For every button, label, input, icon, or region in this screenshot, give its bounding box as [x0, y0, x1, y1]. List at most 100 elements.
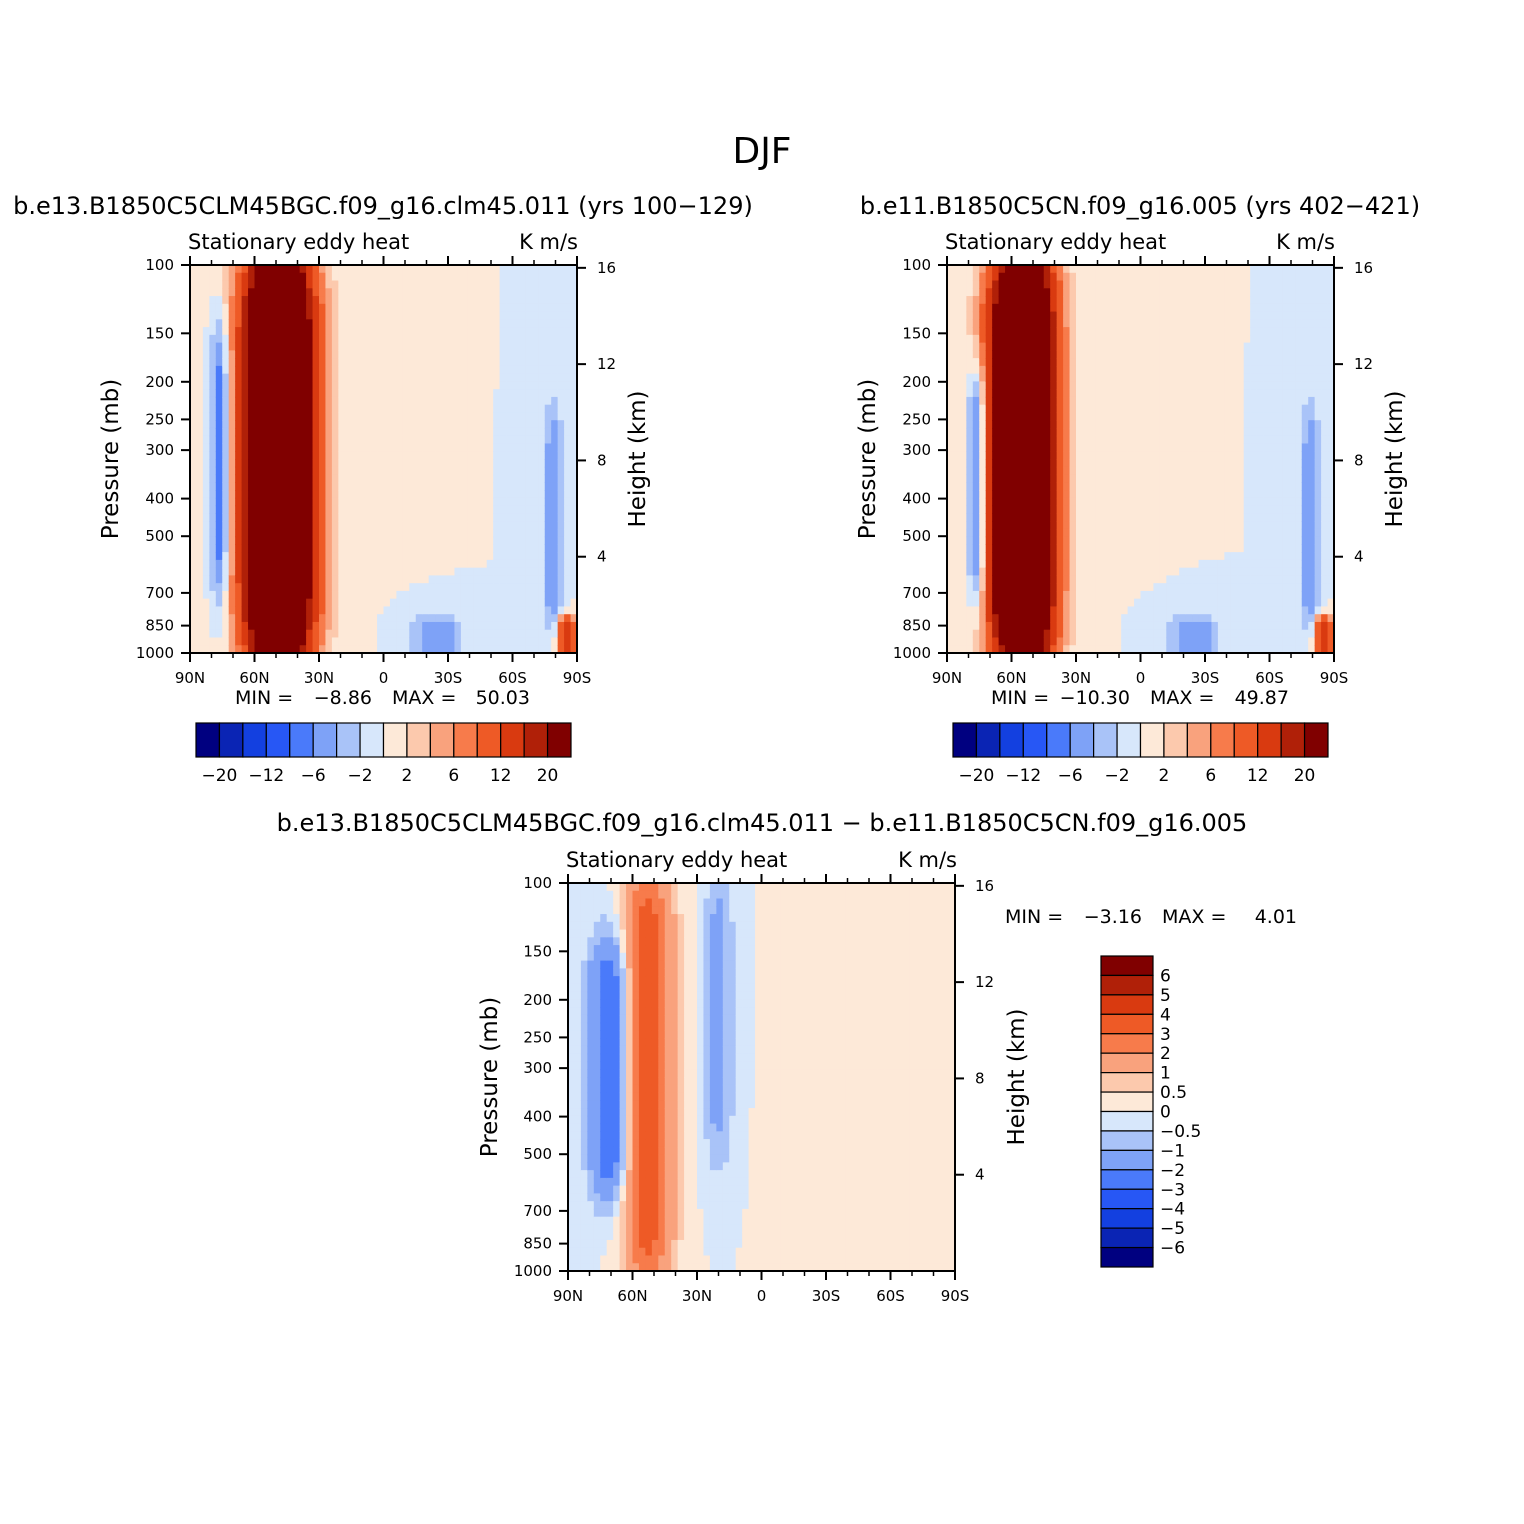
- contour-cell: [286, 552, 294, 561]
- contour-cell: [209, 427, 217, 437]
- contour-cell: [1140, 396, 1148, 406]
- contour-cell: [377, 381, 385, 390]
- contour-cell: [998, 528, 1006, 538]
- contour-cell: [1172, 365, 1180, 375]
- contour-cell: [966, 645, 974, 653]
- contour-cell: [241, 404, 249, 414]
- contour-cell: [1101, 567, 1109, 576]
- contour-cell: [551, 590, 559, 600]
- contour-cell: [947, 451, 955, 460]
- contour-cell: [486, 435, 494, 445]
- contour-cell: [235, 288, 243, 297]
- contour-cell: [564, 427, 572, 437]
- contour-cell: [518, 505, 526, 514]
- contour-cell: [1101, 505, 1109, 514]
- contour-cell: [1121, 637, 1129, 646]
- contour-cell: [454, 365, 462, 375]
- contour-cell: [331, 513, 339, 522]
- contour-cell: [551, 459, 559, 468]
- contour-cell: [1185, 296, 1193, 305]
- contour-cell: [1134, 598, 1142, 608]
- contour-cell: [260, 598, 268, 608]
- contour-cell: [506, 358, 514, 367]
- contour-cell: [538, 536, 546, 545]
- contour-cell: [402, 598, 410, 608]
- contour-cell: [254, 521, 262, 530]
- contour-cell: [467, 342, 475, 351]
- contour-cell: [998, 567, 1006, 576]
- contour-cell: [1050, 365, 1058, 375]
- contour-cell: [506, 381, 514, 390]
- contour-cell: [215, 396, 223, 406]
- contour-cell: [570, 645, 577, 653]
- contour-cell: [1172, 288, 1180, 297]
- contour-cell: [525, 280, 533, 289]
- y-tick-label: 250: [145, 410, 174, 428]
- contour-cell: [1101, 350, 1109, 359]
- contour-cell: [351, 629, 359, 639]
- contour-cell: [998, 482, 1006, 491]
- contour-cell: [222, 272, 230, 282]
- contour-cell: [267, 497, 275, 507]
- contour-cell: [338, 552, 346, 561]
- contour-cell: [312, 552, 320, 561]
- contour-cell: [428, 645, 436, 653]
- contour-cell: [383, 637, 391, 646]
- contour-cell: [331, 404, 339, 414]
- contour-cell: [493, 265, 501, 274]
- contour-cell: [985, 544, 993, 553]
- contour-cell: [1166, 590, 1174, 600]
- contour-cell: [1179, 575, 1187, 584]
- contour-cell: [1017, 645, 1025, 653]
- contour-cell: [319, 645, 327, 653]
- contour-cell: [1172, 482, 1180, 491]
- contour-cell: [499, 427, 507, 437]
- contour-cell: [241, 296, 249, 305]
- contour-cell: [351, 490, 359, 499]
- contour-cell: [267, 288, 275, 297]
- contour-cell: [959, 629, 967, 639]
- contour-cell: [1030, 482, 1038, 491]
- contour-cell: [286, 528, 294, 538]
- contour-cell: [1179, 567, 1187, 576]
- contour-cell: [370, 474, 378, 483]
- contour-cell: [564, 381, 572, 390]
- contour-cell: [228, 459, 236, 468]
- contour-cell: [222, 435, 230, 445]
- contour-cell: [979, 637, 987, 646]
- contour-cell: [202, 451, 210, 460]
- contour-cell: [377, 288, 385, 297]
- contour-cell: [1114, 583, 1122, 592]
- contour-cell: [454, 420, 462, 429]
- contour-cell: [1134, 334, 1142, 344]
- contour-cell: [370, 451, 378, 460]
- contour-cell: [493, 420, 501, 429]
- contour-cell: [1024, 280, 1032, 289]
- contour-cell: [215, 296, 223, 305]
- contour-cell: [947, 528, 955, 538]
- contour-cell: [1030, 513, 1038, 522]
- contour-cell: [467, 389, 475, 398]
- contour-cell: [531, 567, 539, 576]
- contour-cell: [972, 606, 980, 615]
- contour-cell: [1017, 389, 1025, 398]
- contour-cell: [1166, 420, 1174, 429]
- contour-cell: [493, 482, 501, 491]
- contour-cell: [460, 521, 468, 530]
- contour-cell: [551, 265, 559, 274]
- contour-cell: [1043, 629, 1051, 639]
- contour-cell: [506, 513, 514, 522]
- contour-cell: [1030, 296, 1038, 305]
- contour-cell: [235, 389, 243, 398]
- contour-cell: [557, 637, 565, 646]
- contour-cell: [525, 272, 533, 282]
- contour-cell: [1011, 505, 1019, 514]
- contour-cell: [979, 334, 987, 344]
- contour-cell: [1108, 567, 1116, 576]
- contour-cell: [196, 621, 204, 631]
- contour-cell: [1056, 513, 1064, 522]
- contour-cell: [312, 536, 320, 545]
- contour-cell: [1011, 490, 1019, 499]
- contour-cell: [248, 614, 256, 623]
- contour-cell: [383, 621, 391, 631]
